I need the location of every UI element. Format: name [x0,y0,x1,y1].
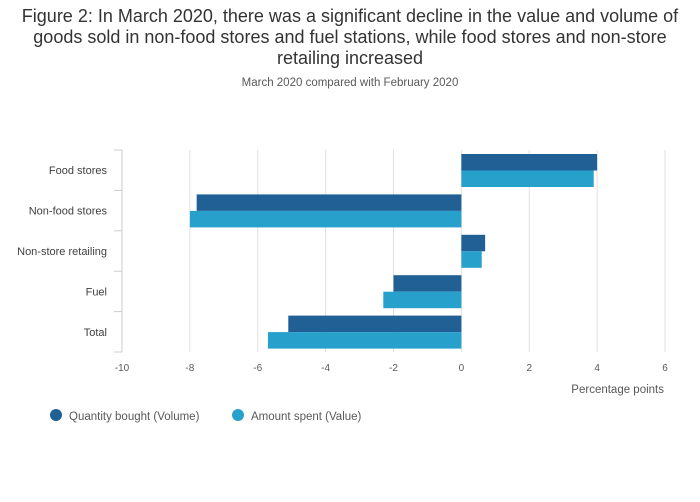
category-label: Non-store retailing [17,246,107,258]
legend-label: Quantity bought (Volume) [69,411,200,423]
y-axis: Food stores Non-food stores Non-store reta… [17,149,123,353]
chart-title: Figure 2: In March 2020, there was a sig… [21,6,679,68]
bar-value [189,210,462,228]
x-tick-label: -4 [321,363,330,374]
bar-value [267,332,462,349]
x-tick-label: -6 [253,363,262,374]
legend-marker [232,409,244,421]
x-tick-label: 4 [594,363,600,374]
category-label: Fuel [86,286,107,298]
x-tick-label: -2 [389,363,398,374]
x-tick-label: 2 [526,363,532,374]
legend-marker [50,409,62,421]
legend: Quantity bought (Volume) Amount spent (Va… [50,409,362,423]
bar-volume [196,194,462,211]
category-label: Food stores [49,165,108,177]
chart-subtitle: March 2020 compared with February 2020 [241,77,459,89]
bars [189,154,598,349]
x-tick-label: 0 [459,363,465,374]
category-label: Total [84,327,107,339]
bar-volume [461,154,598,171]
bar-volume [288,315,462,333]
bar-value [461,170,594,187]
x-tick-label: -8 [185,363,194,374]
bar-volume [461,234,486,252]
x-tick-label: 6 [662,363,668,374]
x-axis-ticks: -10 -8 -6 -4 -2 0 2 4 6 [115,363,668,374]
bar-value [461,251,482,268]
bar-volume [393,275,462,292]
x-tick-label: -10 [115,363,130,374]
category-label: Non-food stores [29,206,108,218]
x-axis-title: Percentage points [571,384,664,396]
legend-label: Amount spent (Value) [251,411,362,423]
bar-value [383,291,462,309]
